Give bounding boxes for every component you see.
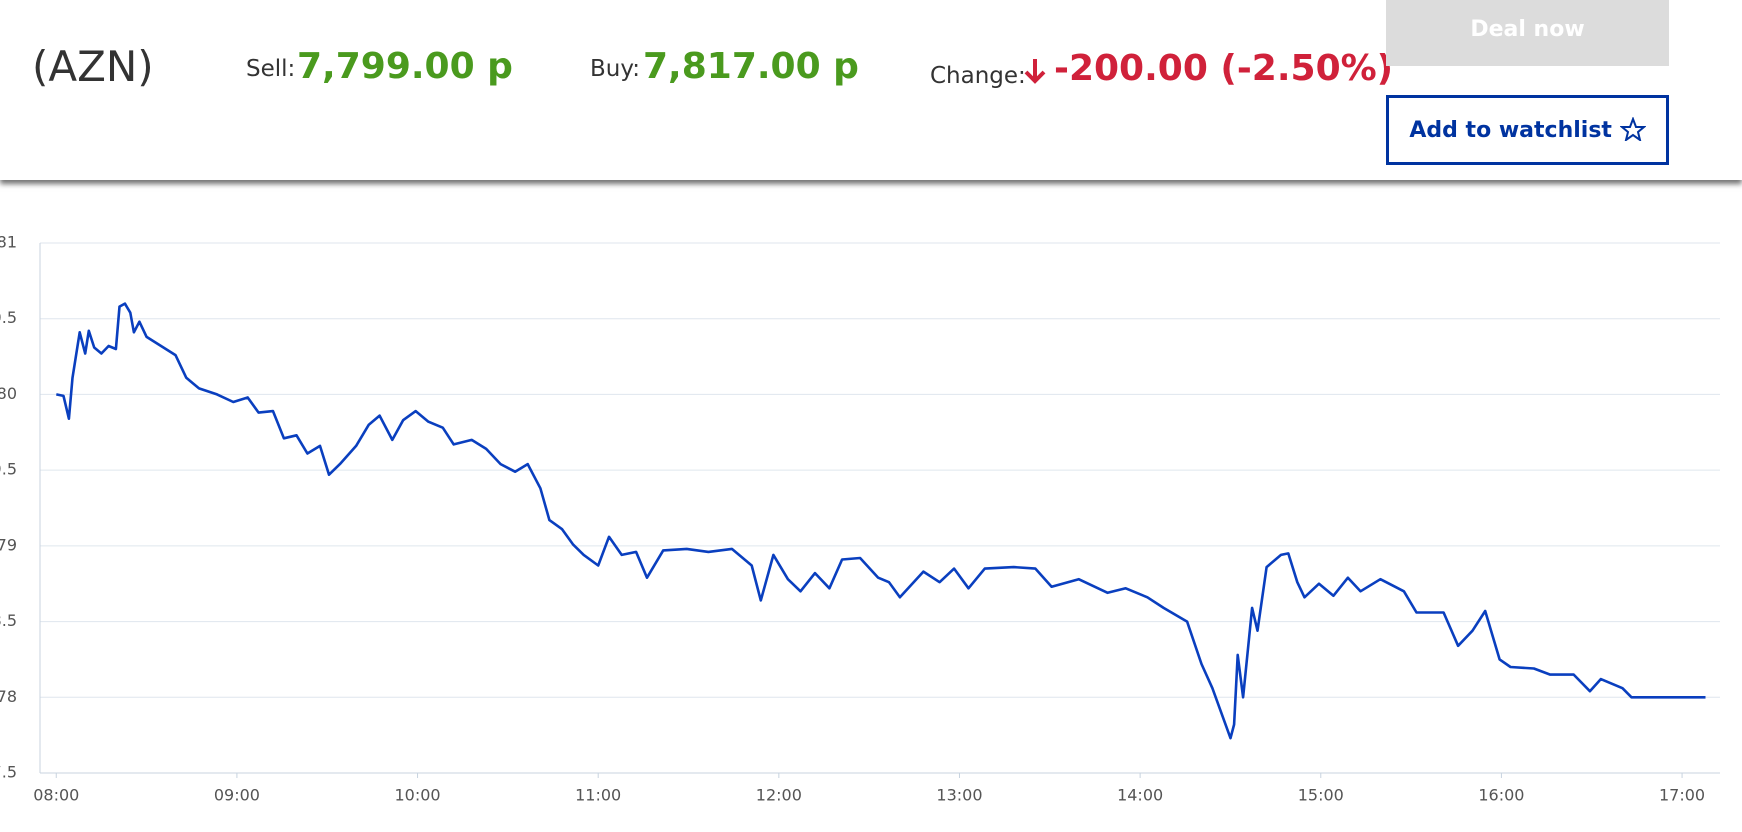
y-tick-label: 79 — [0, 535, 17, 554]
sell-value: 7,799.00 p — [297, 46, 513, 87]
buy-label: Buy: — [590, 56, 641, 82]
y-tick-label: 80 — [0, 384, 17, 403]
y-tick-label: 77.5 — [0, 763, 17, 782]
ticker: (AZN) — [32, 42, 154, 91]
buy-value: 7,817.00 p — [643, 46, 859, 87]
star-icon — [1618, 116, 1647, 143]
down-arrow — [1024, 59, 1046, 84]
x-tick-label: 13:00 — [936, 786, 982, 805]
header: (AZN) Sell: 7,799.00 p Buy: 7,817.00 p C… — [0, 0, 1742, 180]
x-tick-label: 12:00 — [756, 786, 802, 805]
watchlist-text: Add to watchlist — [1409, 118, 1612, 143]
sell-label: Sell: — [246, 56, 296, 82]
x-tick-label: 11:00 — [575, 786, 621, 805]
y-tick-label: 78 — [0, 687, 17, 706]
x-tick-label: 14:00 — [1117, 786, 1163, 805]
watchlist-button[interactable]: Add to watchlist — [1386, 95, 1669, 165]
x-tick-label: 10:00 — [394, 786, 440, 805]
x-tick-label: 09:00 — [214, 786, 260, 805]
x-tick-label: 17:00 — [1659, 786, 1705, 805]
x-tick-label: 16:00 — [1478, 786, 1524, 805]
y-tick-label: 80.5 — [0, 308, 17, 327]
deal-button[interactable]: Deal now — [1386, 0, 1669, 66]
x-tick-label: 15:00 — [1298, 786, 1344, 805]
y-tick-label: 79.5 — [0, 460, 17, 479]
price-line — [56, 302, 1706, 740]
change-label: Change: — [930, 63, 1026, 89]
change-value: -200.00 (-2.50%) — [1054, 48, 1394, 89]
y-tick-label: 81 — [0, 233, 17, 252]
x-tick-label: 08:00 — [33, 786, 79, 805]
y-tick-label: 78.5 — [0, 611, 17, 630]
